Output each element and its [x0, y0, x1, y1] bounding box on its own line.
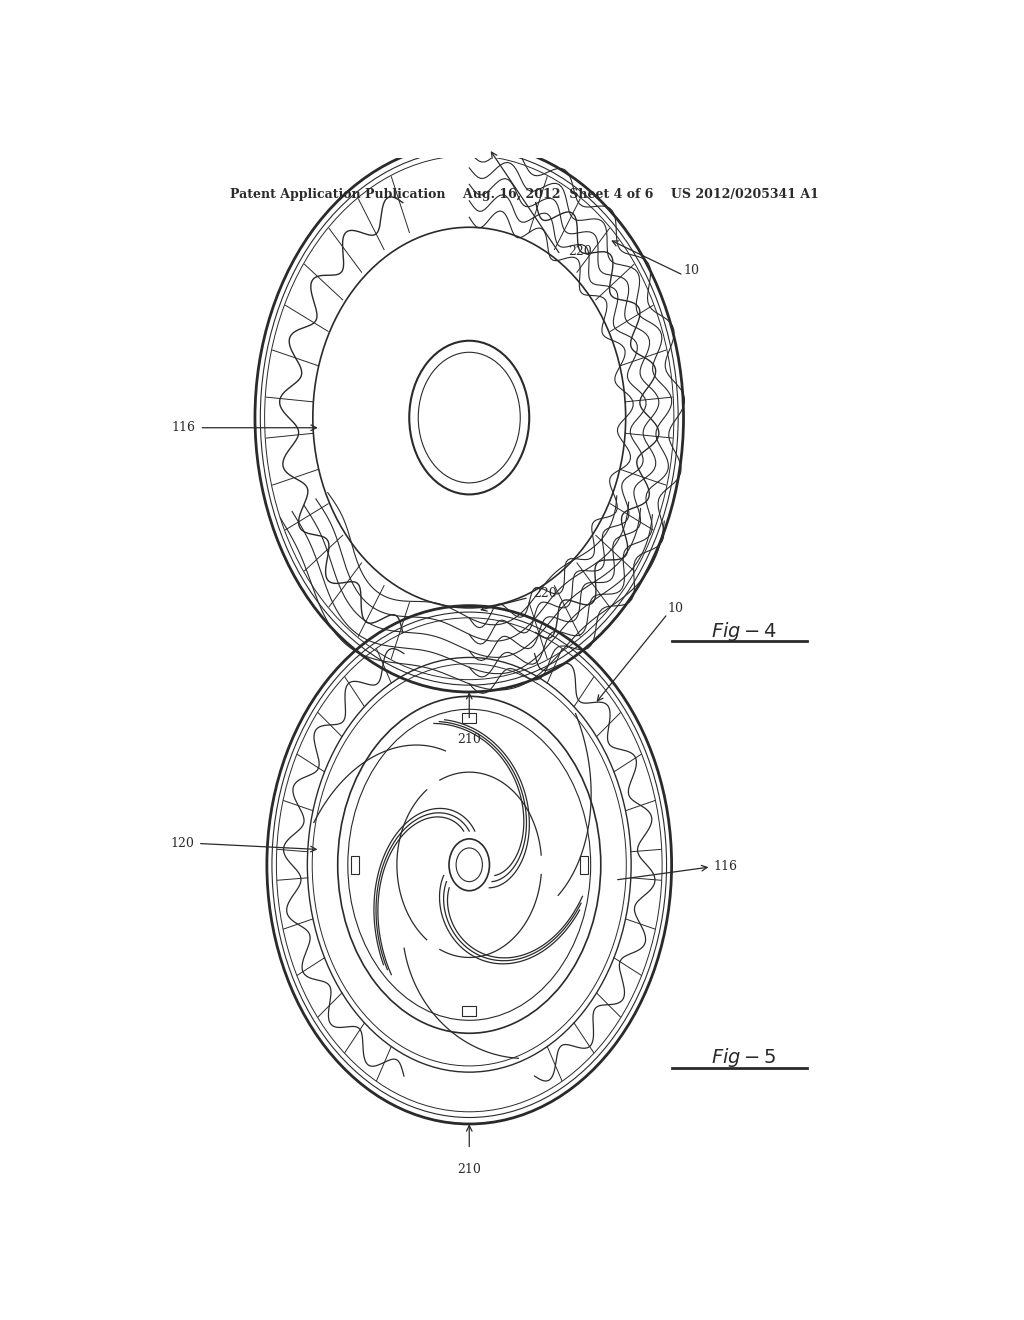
Text: 10: 10	[684, 264, 699, 277]
Text: 220: 220	[568, 246, 592, 259]
Text: $\mathbf{\mathit{Fig-5}}$: $\mathbf{\mathit{Fig-5}}$	[712, 1047, 777, 1069]
Text: 116: 116	[171, 421, 196, 434]
Text: Patent Application Publication    Aug. 16, 2012  Sheet 4 of 6    US 2012/0205341: Patent Application Publication Aug. 16, …	[230, 189, 819, 202]
Text: 210: 210	[458, 1163, 481, 1176]
Text: 120: 120	[170, 837, 194, 850]
Text: 10: 10	[668, 602, 684, 615]
Text: 210: 210	[458, 733, 481, 746]
Text: $\mathbf{\mathit{Fig-4}}$: $\mathbf{\mathit{Fig-4}}$	[712, 619, 777, 643]
Text: 220: 220	[532, 587, 556, 599]
Text: 116: 116	[714, 861, 737, 874]
